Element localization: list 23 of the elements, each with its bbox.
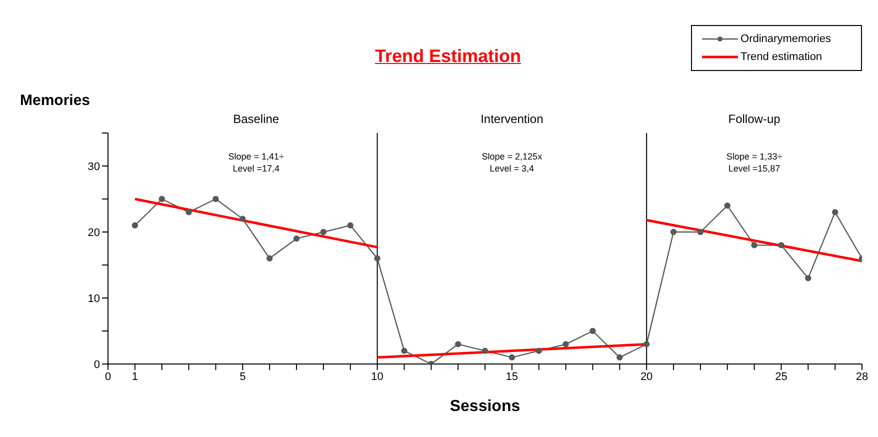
annotation: Slope = 1,33÷ Level =15,87 xyxy=(726,152,782,174)
y-tick-label: 0 xyxy=(94,358,100,371)
legend-label: Trend estimation xyxy=(740,51,824,63)
text: Baseline xyxy=(233,112,280,126)
x-tick-label: 0 xyxy=(104,370,112,383)
x-tick-label: 1 xyxy=(132,370,138,383)
annotation: Slope = 1,41÷ Level =17,4 xyxy=(228,152,284,174)
x-tick-label: 5 xyxy=(240,370,246,383)
y-tick-label: 30 xyxy=(88,160,100,173)
x-axis-title: Sessions xyxy=(448,398,522,416)
y-tick-label: 20 xyxy=(88,226,100,239)
x-tick-label: 10 xyxy=(371,370,384,383)
text: Intervention xyxy=(480,112,544,126)
annotation: Slope = 2,125x Level = 3,4 xyxy=(482,152,543,174)
x-tick-label: 28 xyxy=(856,370,868,383)
chart-title: Trend Estimation xyxy=(374,46,522,66)
x-tick-label: 25 xyxy=(775,370,788,383)
x-tick-label: 15 xyxy=(506,370,518,383)
text: Follow-up xyxy=(728,112,781,126)
x-tick-label: 20 xyxy=(640,370,653,383)
legend-label: Ordinarymemories xyxy=(740,33,832,45)
y-axis-title: Memories xyxy=(20,92,90,109)
y-tick-label: 10 xyxy=(88,292,100,305)
